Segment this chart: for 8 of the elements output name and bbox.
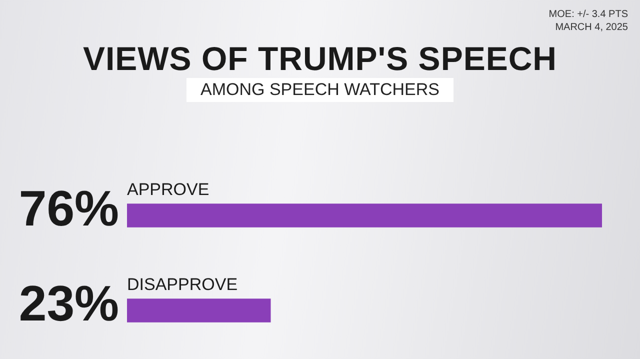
y-tick-label: DISAPPROVE xyxy=(127,274,238,294)
chart-subtitle: AMONG SPEECH WATCHERS xyxy=(186,78,454,102)
text: MOE: +/- 3.4 PTS xyxy=(548,8,628,21)
y-tick-label: APPROVE xyxy=(127,180,210,199)
chart-title: VIEWS OF TRUMP'S SPEECH xyxy=(82,40,558,78)
data-label: 76% xyxy=(18,180,119,236)
text: MARCH 4, 2025 xyxy=(554,21,628,34)
data-label: 23% xyxy=(18,275,119,332)
